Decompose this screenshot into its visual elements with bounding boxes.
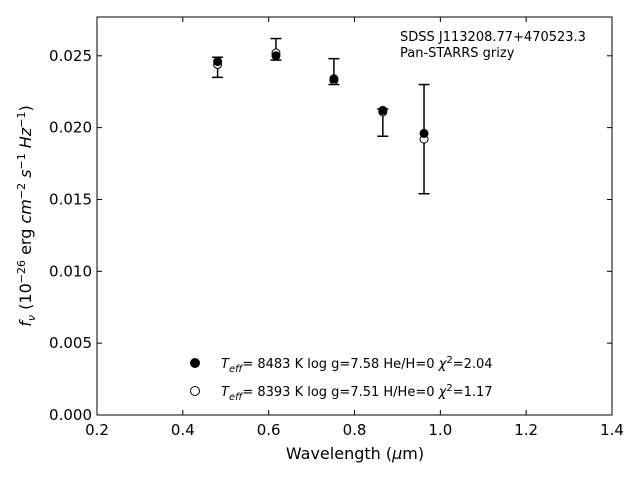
x-tick-label: 0.6 [257, 421, 281, 439]
y-tick-label: 0.025 [49, 47, 92, 65]
x-tick-label: 0.8 [343, 421, 367, 439]
legend-entry-open: Teff= 8393 K log g=7.51 H/He=0 χ2=1.17 [221, 383, 493, 403]
annotation-photometry: Pan-STARRS grizy [400, 46, 515, 61]
x-axis-ticks: 0.2 0.4 0.6 0.8 1.0 1.2 1.4 [85, 17, 624, 439]
x-tick-label: 1.0 [428, 421, 452, 439]
point-filled [271, 51, 281, 61]
y-tick-label: 0.015 [49, 190, 92, 208]
y-tick-label: 0.020 [49, 119, 92, 137]
point-filled [329, 74, 339, 84]
y-tick-label: 0.010 [49, 262, 92, 280]
x-tick-label: 1.4 [600, 421, 624, 439]
y-tick-label: 0.000 [49, 406, 92, 424]
annotation-object-name: SDSS J113208.77+470523.3 [400, 30, 586, 45]
x-tick-label: 0.2 [85, 421, 109, 439]
plot-frame [96, 16, 613, 416]
x-tick-label: 1.2 [514, 421, 538, 439]
x-axis-label: Wavelength (μm) [286, 444, 424, 463]
y-axis-ticks: 0.000 0.005 0.010 0.015 0.020 0.025 [49, 47, 612, 424]
error-bars [212, 37, 430, 195]
y-tick-label: 0.005 [49, 334, 92, 352]
legend-marker-open [190, 386, 200, 396]
y-axis-label: fν (10−26 erg cm−2 s−1 Hz−1) [15, 105, 38, 326]
data-markers [213, 48, 429, 144]
point-filled [419, 128, 429, 138]
x-tick-label: 0.4 [171, 421, 195, 439]
legend-entry-filled: Teff= 8483 K log g=7.58 He/H=0 χ2=2.04 [221, 355, 493, 375]
point-filled [213, 57, 223, 67]
point-filled [378, 105, 388, 115]
legend-marker-filled [190, 358, 200, 368]
